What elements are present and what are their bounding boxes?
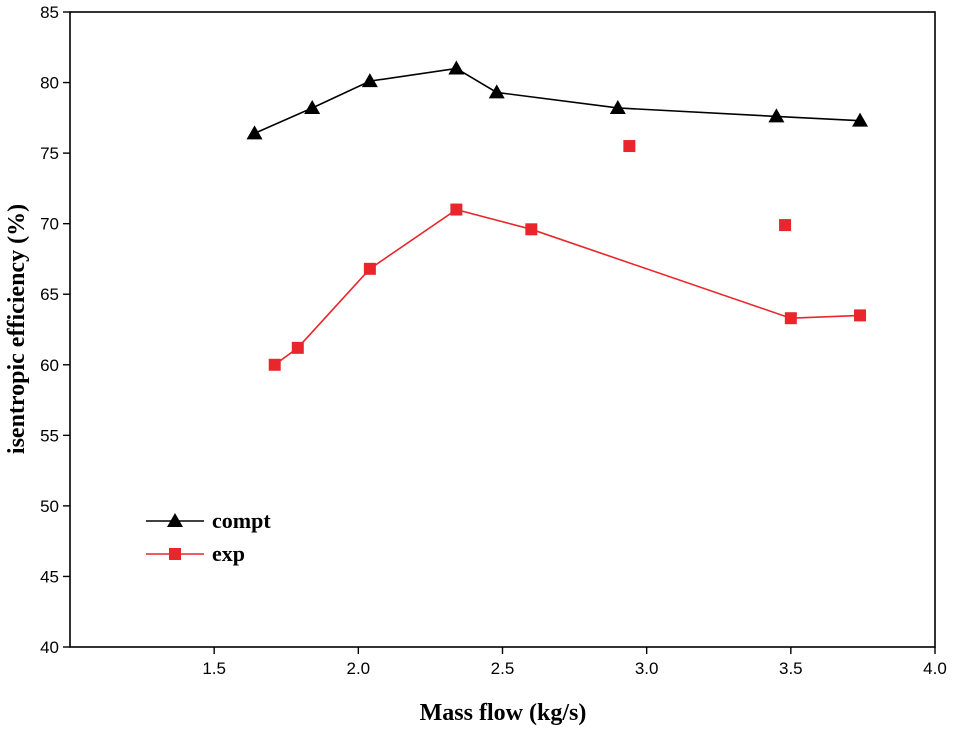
data-point — [525, 223, 538, 236]
x-tick-label: 2.0 — [347, 659, 371, 678]
y-tick-label: 80 — [40, 74, 59, 93]
legend-marker — [169, 548, 181, 560]
y-tick-label: 60 — [40, 356, 59, 375]
axes: 1.5 2.0 2.5 3.0 3.5 4.0 40 45 50 55 60 65 70 75 80 85 — [40, 3, 947, 678]
legend-label: compt — [212, 508, 271, 533]
y-tick-label: 65 — [40, 285, 59, 304]
x-tick-label: 3.5 — [779, 659, 803, 678]
data-point — [363, 262, 376, 275]
data-point — [291, 341, 304, 354]
data-point — [609, 99, 626, 114]
data-point — [623, 140, 636, 153]
y-tick-label: 85 — [40, 3, 59, 22]
series-line — [274, 208, 861, 366]
data-point — [854, 309, 867, 322]
data-point — [448, 60, 465, 75]
y-tick-label: 45 — [40, 567, 59, 586]
data-point — [361, 73, 378, 88]
legend-marker — [167, 513, 183, 527]
legend-item-compt: compt — [146, 508, 271, 533]
data-point — [784, 312, 797, 325]
plot-frame — [69, 11, 936, 648]
series-line — [254, 67, 861, 135]
data-point — [304, 99, 321, 114]
x-tick-label: 3.0 — [635, 659, 659, 678]
data-point — [768, 108, 785, 123]
y-axis-title: isentropic efficiency (%) — [4, 204, 30, 454]
data-point — [246, 125, 263, 140]
plot-series — [246, 60, 869, 371]
data-point — [779, 219, 792, 232]
x-tick-label: 1.5 — [202, 659, 226, 678]
y-tick-label: 75 — [40, 144, 59, 163]
x-axis-title: Mass flow (kg/s) — [420, 700, 587, 726]
y-tick-label: 50 — [40, 497, 59, 516]
series-compt — [246, 60, 869, 140]
y-tick-label: 55 — [40, 426, 59, 445]
x-tick-label: 2.5 — [491, 659, 515, 678]
data-point — [450, 203, 463, 216]
series-unlinked-points — [623, 140, 792, 232]
data-point — [268, 358, 281, 371]
x-tick-label: 4.0 — [923, 659, 947, 678]
data-point — [852, 112, 869, 127]
data-point — [488, 84, 505, 99]
legend-label: exp — [212, 541, 245, 566]
legend: compt exp — [146, 508, 271, 566]
legend-item-exp: exp — [146, 541, 245, 566]
series-exp — [268, 203, 867, 371]
y-tick-label: 70 — [40, 215, 59, 234]
y-tick-label: 40 — [40, 638, 59, 657]
